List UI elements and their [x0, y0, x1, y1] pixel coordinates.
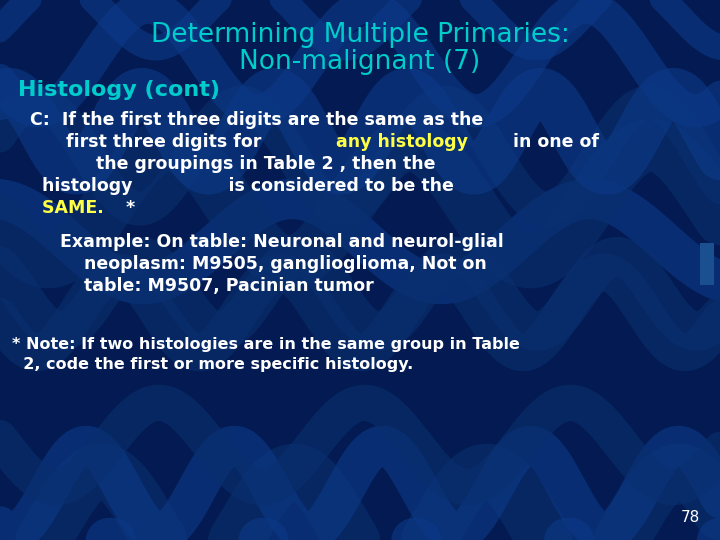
Text: the groupings in Table 2 , then the: the groupings in Table 2 , then the	[30, 155, 436, 173]
Text: Histology (cont): Histology (cont)	[18, 80, 220, 100]
Text: table: M9507, Pacinian tumor: table: M9507, Pacinian tumor	[60, 277, 374, 295]
Text: 2, code the first or more specific histology.: 2, code the first or more specific histo…	[12, 357, 413, 373]
Text: neoplasm: M9505, ganglioglioma, Not on: neoplasm: M9505, ganglioglioma, Not on	[60, 255, 487, 273]
Text: Example: On table: Neuronal and neurol-glial: Example: On table: Neuronal and neurol-g…	[60, 233, 504, 251]
Text: Non-malignant (7): Non-malignant (7)	[239, 49, 481, 75]
Text: any histology: any histology	[336, 133, 468, 151]
Text: Determining Multiple Primaries:: Determining Multiple Primaries:	[150, 22, 570, 48]
Text: first three digits for: first three digits for	[30, 133, 267, 151]
Text: SAME.: SAME.	[30, 199, 104, 217]
Text: * Note: If two histologies are in the same group in Table: * Note: If two histologies are in the sa…	[12, 338, 520, 353]
Text: histology                is considered to be the: histology is considered to be the	[30, 177, 454, 195]
Text: 78: 78	[680, 510, 700, 525]
FancyBboxPatch shape	[700, 243, 714, 285]
Text: *: *	[125, 199, 135, 217]
Text: C:  If the first three digits are the same as the: C: If the first three digits are the sam…	[30, 111, 483, 129]
Text: in one of: in one of	[507, 133, 598, 151]
